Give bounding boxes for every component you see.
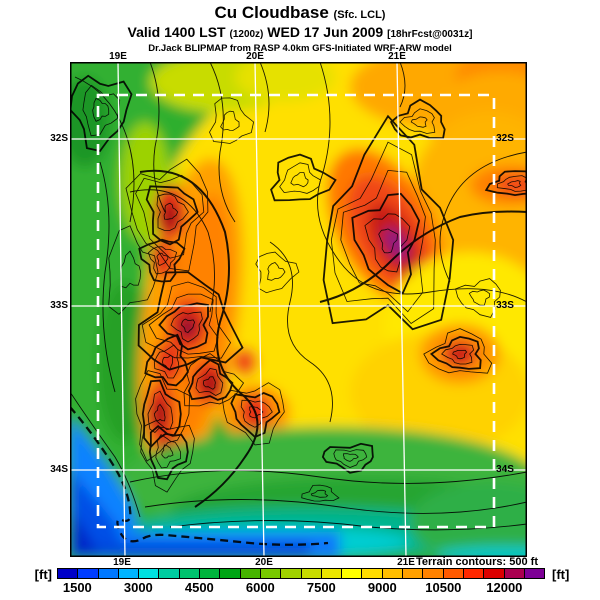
colorbar-cell [462,569,484,578]
colorbar-cell [280,569,301,578]
lat-label-left-32s: 32S [50,133,68,144]
lon-label-top-20e: 20E [246,51,264,62]
colorbar-cell [97,569,118,578]
colorbar-cell [178,569,200,578]
colorbar-tick-label: 7500 [306,580,336,595]
colorbar-cell [239,569,260,578]
valid-time-utc: (1200z) [229,29,264,40]
colorbar-tick-label: 10500 [425,580,462,595]
latlon-grid [70,62,527,557]
colorbar-cell [117,569,139,578]
lon-label-top-21e: 21E [388,51,406,62]
colorbar-cell [158,569,179,578]
colorbar-cell [422,569,443,578]
title-block: Cu Cloudbase (Sfc. LCL) Valid 1400 LST (… [0,4,600,55]
terrain-contours [70,62,527,546]
colorbar-cell [199,569,220,578]
colorbar-cell [341,569,362,578]
colorbar-cell [259,569,281,578]
colorbar-cell [138,569,159,578]
colorbar-cell [361,569,382,578]
map-border [70,62,527,557]
colorbar-cell [320,569,342,578]
valid-time: Valid 1400 LST [127,24,226,40]
lon-label-bottom-21e: 21E [397,557,415,568]
title-parameter: Cu Cloudbase [214,3,329,22]
valid-time-line: Valid 1400 LST (1200z) WED 17 Jun 2009 [… [0,24,600,43]
colorbar-cells [57,568,545,579]
colorbar-cell [58,569,78,578]
page-title: Cu Cloudbase (Sfc. LCL) [0,4,600,24]
lat-label-right-32s: 32S [496,133,514,144]
colorbar-cell [381,569,403,578]
colorbar-tick-label: 12000 [486,580,523,595]
title-parameter-suffix: (Sfc. LCL) [333,9,386,21]
colorbar-cell [442,569,463,578]
lat-label-right-33s: 33S [496,300,514,311]
forecast-map [70,62,527,557]
lon-label-bottom-19e: 19E [113,557,131,568]
colorbar-tick-label: 1500 [62,580,92,595]
forecast-run-info: [18hrFcst@0031z] [387,29,473,40]
colorbar-unit-right: [ft] [552,567,570,582]
colorbar-cell [402,569,423,578]
cloudbase-fill-field [70,62,527,557]
terrain-contours-note: Terrain contours: 500 ft [415,556,538,568]
colorbar-tick-label: 4500 [184,580,214,595]
lat-label-left-34s: 34S [50,464,68,475]
colorbar-cell [77,569,98,578]
lon-label-bottom-20e: 20E [255,557,273,568]
colorbar-unit-left: [ft] [34,567,52,582]
coastline [70,406,329,546]
colorbar-cell [523,569,545,578]
colorbar-cell [219,569,240,578]
lat-label-left-33s: 33S [50,300,68,311]
model-credit-line: Dr.Jack BLIPMAP from RASP 4.0km GFS-Init… [148,43,452,54]
valid-date: WED 17 Jun 2009 [267,24,384,40]
map-canvas [70,62,527,557]
colorbar-tick-label: 3000 [123,580,153,595]
colorbar-cell [300,569,321,578]
colorbar-tick-label: 6000 [245,580,275,595]
model-domain-boundary [96,93,496,529]
colorbar-cell [483,569,504,578]
lat-label-right-34s: 34S [496,464,514,475]
colorbar-cell [503,569,524,578]
lon-label-top-19e: 19E [109,51,127,62]
colorbar-tick-label: 9000 [367,580,397,595]
colorbar-ticks: 1500 3000 4500 6000 7500 9000 10500 12000 [57,580,545,596]
